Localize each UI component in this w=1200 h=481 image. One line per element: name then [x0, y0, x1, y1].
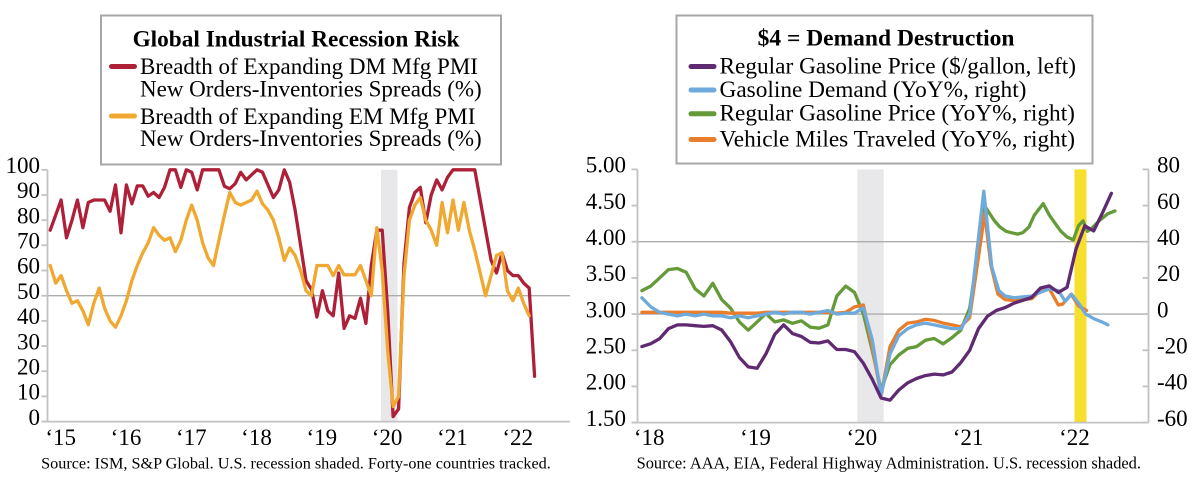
svg-text:60: 60 — [17, 254, 40, 279]
svg-text:Regular Gasoline Price ($/gall: Regular Gasoline Price ($/gallon, left) — [720, 53, 1076, 79]
svg-text:Source: ISM, S&P Global. U.S.: Source: ISM, S&P Global. U.S. recession … — [41, 455, 551, 473]
svg-text:‘20: ‘20 — [372, 425, 403, 450]
svg-text:4.50: 4.50 — [586, 189, 626, 214]
svg-text:10: 10 — [17, 380, 40, 405]
svg-text:‘22: ‘22 — [502, 425, 533, 450]
svg-text:2.00: 2.00 — [586, 370, 626, 395]
svg-text:Regular Gasoline Price (YoY%,: Regular Gasoline Price (YoY%, right) — [720, 101, 1075, 127]
svg-text:‘20: ‘20 — [846, 425, 877, 450]
svg-text:80: 80 — [1157, 153, 1180, 178]
svg-text:‘16: ‘16 — [111, 425, 142, 450]
svg-text:1.50: 1.50 — [586, 406, 626, 431]
svg-text:80: 80 — [17, 203, 40, 228]
svg-text:30: 30 — [17, 329, 40, 354]
svg-text:Source: AAA, EIA, Federal High: Source: AAA, EIA, Federal Highway Admini… — [637, 454, 1141, 473]
svg-text:20: 20 — [17, 354, 40, 379]
svg-text:70: 70 — [17, 229, 40, 254]
svg-text:0: 0 — [29, 405, 41, 430]
svg-text:60: 60 — [1157, 189, 1180, 214]
svg-text:-40: -40 — [1157, 370, 1188, 395]
svg-text:0: 0 — [1157, 297, 1169, 322]
svg-text:‘21: ‘21 — [953, 425, 984, 450]
svg-text:5.00: 5.00 — [586, 153, 626, 178]
svg-text:‘21: ‘21 — [437, 425, 468, 450]
svg-text:Breadth of Expanding DM Mfg PM: Breadth of Expanding DM Mfg PMI — [140, 54, 478, 79]
svg-text:40: 40 — [17, 304, 40, 329]
svg-text:‘19: ‘19 — [306, 425, 337, 450]
svg-text:‘17: ‘17 — [176, 425, 207, 450]
svg-text:‘18: ‘18 — [241, 425, 272, 450]
svg-text:Vehicle Miles Traveled (YoY%,: Vehicle Miles Traveled (YoY%, right) — [720, 126, 1075, 152]
svg-text:Global Industrial Recession Ri: Global Industrial Recession Risk — [133, 26, 460, 52]
svg-text:4.00: 4.00 — [586, 225, 626, 250]
svg-text:2.50: 2.50 — [586, 334, 626, 359]
svg-text:3.50: 3.50 — [586, 261, 626, 286]
svg-text:100: 100 — [6, 153, 41, 178]
svg-text:Breadth of Expanding EM Mfg PM: Breadth of Expanding EM Mfg PMI — [140, 104, 475, 129]
svg-text:40: 40 — [1157, 225, 1180, 250]
svg-text:‘19: ‘19 — [740, 425, 771, 450]
svg-text:20: 20 — [1157, 261, 1180, 286]
svg-text:New Orders-Inventories Spreads: New Orders-Inventories Spreads (%) — [140, 77, 482, 102]
svg-text:-60: -60 — [1157, 406, 1188, 431]
svg-text:3.00: 3.00 — [586, 297, 626, 322]
svg-text:$4 = Demand Destruction: $4 = Demand Destruction — [758, 26, 1015, 52]
svg-text:‘18: ‘18 — [634, 425, 665, 450]
svg-text:Gasoline Demand (YoY%, right): Gasoline Demand (YoY%, right) — [720, 77, 1027, 103]
svg-text:90: 90 — [17, 178, 40, 203]
svg-text:‘15: ‘15 — [45, 425, 76, 450]
svg-text:New Orders-Inventories Spreads: New Orders-Inventories Spreads (%) — [140, 126, 482, 151]
svg-text:‘22: ‘22 — [1059, 425, 1090, 450]
svg-text:50: 50 — [17, 279, 40, 304]
svg-text:-20: -20 — [1157, 334, 1188, 359]
